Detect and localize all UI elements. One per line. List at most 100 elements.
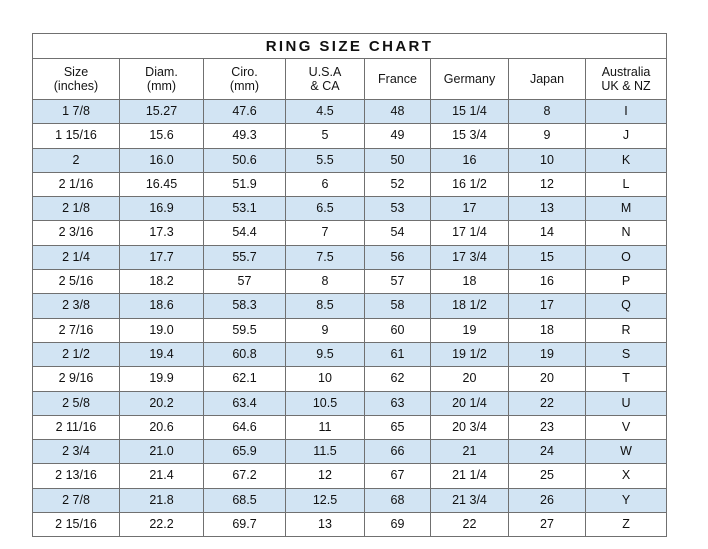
- table-cell: 59.5: [203, 317, 286, 343]
- table-cell: 68: [364, 487, 431, 514]
- table-cell: 21 3/4: [430, 487, 509, 514]
- table-cell: 1 15/16: [32, 123, 120, 149]
- table-cell: 2 9/16: [32, 366, 120, 392]
- table-row: 2 16.0 50.6 5.5 50 16 10 K: [32, 147, 668, 173]
- column-header-4: France: [364, 58, 431, 100]
- table-cell: 13: [508, 196, 586, 222]
- table-cell: 21.4: [119, 463, 204, 489]
- table-cell: J: [584, 123, 668, 149]
- table-cell: 26: [508, 487, 586, 514]
- table-cell: 52: [364, 171, 431, 198]
- table-cell: 16.0: [119, 147, 204, 173]
- table-cell: 10.5: [285, 390, 365, 416]
- column-header-line1: Size: [63, 65, 89, 79]
- table-cell: 2 13/16: [32, 463, 120, 489]
- table-cell: 15 3/4: [430, 123, 509, 149]
- ring-size-chart: RING SIZE CHART Size (inches) Diam. (mm) Cir…: [31, 33, 668, 538]
- table-cell: 65.9: [203, 439, 286, 465]
- table-cell: Q: [584, 293, 668, 319]
- table-cell: 68.5: [203, 487, 286, 514]
- table-cell: 6.5: [285, 196, 365, 222]
- table-cell: 8: [285, 269, 365, 295]
- table-cell: 19.0: [119, 317, 204, 343]
- column-header-5: Germany: [430, 58, 509, 100]
- column-header-line1: U.S.A: [308, 65, 342, 79]
- table-cell: K: [584, 147, 668, 173]
- column-header-line2: UK & NZ: [601, 79, 651, 93]
- column-header-line1: Diam.: [145, 65, 178, 79]
- table-cell: 53.1: [203, 196, 286, 222]
- table-cell: 62.1: [203, 366, 286, 392]
- table-cell: 2 3/8: [32, 293, 120, 319]
- table-cell: 60.8: [203, 341, 286, 368]
- table-cell: 56: [364, 244, 431, 271]
- table-cell: 13: [285, 512, 365, 538]
- table-cell: 17.3: [119, 220, 204, 246]
- table-cell: I: [584, 98, 668, 125]
- table-cell: 49: [364, 123, 431, 149]
- table-cell: 21.0: [119, 439, 204, 465]
- table-cell: 16: [508, 269, 586, 295]
- table-cell: 18.2: [119, 269, 204, 295]
- table-cell: 54.4: [203, 220, 286, 246]
- table-cell: 65: [364, 414, 431, 441]
- table-cell: 2 3/16: [32, 220, 120, 246]
- table-row: 2 11/16 20.6 64.6 11 65 20 3/4 23 V: [32, 414, 668, 441]
- table-cell: 57: [364, 269, 431, 295]
- table-cell: 12.5: [285, 487, 365, 514]
- table-cell: 18: [430, 269, 509, 295]
- table-cell: T: [584, 366, 668, 392]
- chart-title: RING SIZE CHART: [31, 33, 668, 59]
- table-row: 2 5/16 18.2 57 8 57 18 16 P: [32, 269, 668, 295]
- table-cell: 21: [430, 439, 509, 465]
- table-cell: 17.7: [119, 244, 204, 271]
- table-cell: 2 3/4: [32, 439, 120, 465]
- column-header-0: Size (inches): [32, 58, 120, 100]
- table-cell: 2 7/16: [32, 317, 120, 343]
- table-cell: 7: [285, 220, 365, 246]
- table-cell: 67.2: [203, 463, 286, 489]
- table-cell: 19: [430, 317, 509, 343]
- column-header-7: Australia UK & NZ: [584, 58, 668, 100]
- table-cell: 6: [285, 171, 365, 198]
- table-cell: 69.7: [203, 512, 286, 538]
- column-header-6: Japan: [508, 58, 586, 100]
- table-cell: 2 1/16: [32, 171, 120, 198]
- table-cell: 60: [364, 317, 431, 343]
- table-cell: 25: [508, 463, 586, 489]
- column-header-line1: France: [378, 72, 417, 86]
- column-header-line2: & CA: [310, 79, 340, 93]
- column-header-line1: Ciro.: [231, 65, 258, 79]
- table-row: 2 3/16 17.3 54.4 7 54 17 1/4 14 N: [32, 220, 668, 246]
- table-cell: 2 5/16: [32, 269, 120, 295]
- table-cell: 53: [364, 196, 431, 222]
- table-row: 1 15/16 15.6 49.3 5 49 15 3/4 9 J: [32, 123, 668, 149]
- column-header-2: Ciro. (mm): [203, 58, 286, 100]
- table-cell: M: [584, 196, 668, 222]
- table-cell: 5: [285, 123, 365, 149]
- table-cell: 63.4: [203, 390, 286, 416]
- table-cell: 15 1/4: [430, 98, 509, 125]
- column-header-line1: Australia: [601, 65, 651, 79]
- table-cell: P: [584, 269, 668, 295]
- table-row: 2 5/8 20.2 63.4 10.5 63 20 1/4 22 U: [32, 390, 668, 416]
- table-head: RING SIZE CHART Size (inches) Diam. (mm) Cir…: [31, 33, 668, 100]
- title-row: RING SIZE CHART: [31, 33, 668, 59]
- table-cell: 2 1/2: [32, 341, 120, 368]
- table-cell: 17 1/4: [430, 220, 509, 246]
- table-body: 1 7/8 15.27 47.6 4.5 48 15 1/4 8 I 1 15/16 15.6 49…: [32, 98, 668, 538]
- table-cell: 5.5: [285, 147, 365, 173]
- table-cell: 23: [508, 414, 586, 441]
- table-cell: 18: [508, 317, 586, 343]
- table-cell: 54: [364, 220, 431, 246]
- table-cell: L: [584, 171, 668, 198]
- column-header-line2: (mm): [229, 79, 260, 93]
- table-cell: 27: [508, 512, 586, 538]
- table-cell: 21 1/4: [430, 463, 509, 489]
- table-cell: 19 1/2: [430, 341, 509, 368]
- table-cell: 20 3/4: [430, 414, 509, 441]
- table-cell: 63: [364, 390, 431, 416]
- table-cell: 15.6: [119, 123, 204, 149]
- table-row: 2 1/2 19.4 60.8 9.5 61 19 1/2 19 S: [32, 341, 668, 368]
- table-row: 2 13/16 21.4 67.2 12 67 21 1/4 25 X: [32, 463, 668, 489]
